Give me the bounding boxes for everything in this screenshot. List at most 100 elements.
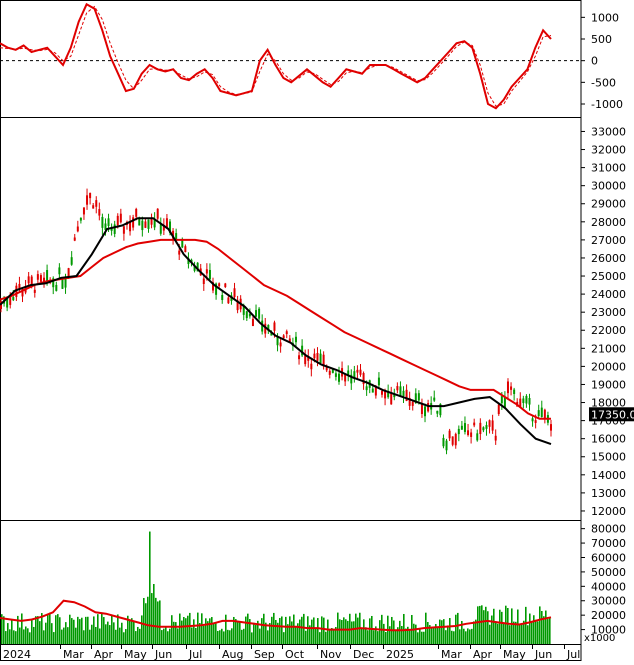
candle-body <box>215 283 218 295</box>
volume-bar <box>299 619 301 644</box>
volume-bar <box>327 619 329 644</box>
candle-body <box>98 209 101 216</box>
price-tick-label: 21000 <box>591 342 626 355</box>
volume-bar <box>289 616 291 644</box>
candle-body <box>485 425 488 429</box>
volume-bar <box>89 629 91 644</box>
candle-body <box>224 283 227 288</box>
volume-bar <box>277 622 279 644</box>
volume-bar <box>269 623 271 644</box>
volume-bar <box>517 609 519 644</box>
candle-body <box>543 409 546 420</box>
volume-bar <box>143 597 145 644</box>
volume-bar <box>329 630 331 644</box>
osc-tick-label: -1000 <box>591 98 623 111</box>
candle-body <box>175 233 178 241</box>
price-tick-label: 19000 <box>591 378 626 391</box>
volume-bar <box>361 628 363 644</box>
candle-body <box>110 227 113 231</box>
volume-bar <box>417 632 419 644</box>
volume-bar <box>347 620 349 644</box>
candle-body <box>61 278 64 289</box>
candle-body <box>129 221 132 232</box>
volume-bar <box>537 621 539 644</box>
volume-bar <box>261 618 263 644</box>
candle-body <box>43 277 46 282</box>
volume-bar <box>509 625 511 644</box>
volume-tick-label: 30000 <box>591 595 626 608</box>
volume-bar <box>435 624 437 644</box>
candle-body <box>95 200 98 207</box>
volume-bar <box>31 618 33 644</box>
volume-bar <box>91 624 93 644</box>
volume-bar <box>403 613 405 644</box>
candle-body <box>282 335 285 339</box>
volume-bar <box>33 626 35 644</box>
volume-bar <box>291 621 293 644</box>
volume-bar <box>525 606 527 644</box>
candle-body <box>150 218 153 225</box>
volume-bar <box>215 622 217 644</box>
volume-bar <box>99 628 101 644</box>
candle-body <box>393 393 396 398</box>
candle-body <box>331 369 334 373</box>
volume-bar <box>101 613 103 644</box>
candle-body <box>79 217 82 221</box>
volume-bar <box>147 596 149 644</box>
volume-bar <box>485 606 487 644</box>
volume-bar <box>363 619 365 644</box>
volume-bar <box>447 625 449 644</box>
candle-body <box>424 406 427 417</box>
volume-bar <box>293 614 295 644</box>
last-price-label: 17350.00 <box>591 408 634 421</box>
volume-bar <box>491 615 493 644</box>
candle-body <box>506 381 509 394</box>
volume-bar <box>17 615 19 644</box>
volume-bar <box>209 618 211 644</box>
candle-body <box>473 422 476 426</box>
x-tick-label: Sep <box>254 648 275 661</box>
volume-bar <box>19 627 21 644</box>
volume-bar <box>133 620 135 644</box>
volume-bar <box>463 628 465 644</box>
volume-bar <box>493 608 495 644</box>
volume-bar <box>423 631 425 644</box>
volume-bar <box>475 619 477 644</box>
candle-body <box>488 420 491 427</box>
volume-bar <box>79 619 81 644</box>
volume-bar <box>27 628 29 644</box>
volume-bar <box>51 623 53 644</box>
volume-bar <box>105 624 107 644</box>
candle-body <box>156 208 159 219</box>
candle-body <box>454 433 457 446</box>
volume-bar <box>441 620 443 644</box>
volume-bar <box>75 627 77 644</box>
volume-bar <box>11 620 13 644</box>
candle-body <box>347 370 350 375</box>
candle-body <box>328 370 331 375</box>
osc-line <box>0 2 552 110</box>
candle-body <box>344 374 347 382</box>
volume-bar <box>187 615 189 644</box>
volume-bar <box>321 616 323 644</box>
candle-body <box>390 392 393 405</box>
candle-body <box>448 430 451 439</box>
volume-bar <box>541 611 543 644</box>
volume-bar <box>523 620 525 644</box>
volume-bar <box>501 611 503 644</box>
candle-body <box>513 389 516 395</box>
volume-bar <box>397 627 399 644</box>
candle-body <box>221 294 224 301</box>
price-tick-label: 26000 <box>591 252 626 265</box>
x-tick-label: 2025 <box>386 648 414 661</box>
volume-bar <box>97 614 99 644</box>
volume-bar <box>437 626 439 644</box>
volume-bar <box>477 606 479 644</box>
x-tick-label: Jul <box>566 648 580 661</box>
candle-body <box>359 369 362 375</box>
candle-body <box>442 437 445 447</box>
price-tick-label: 12000 <box>591 505 626 518</box>
volume-bar <box>153 583 155 644</box>
